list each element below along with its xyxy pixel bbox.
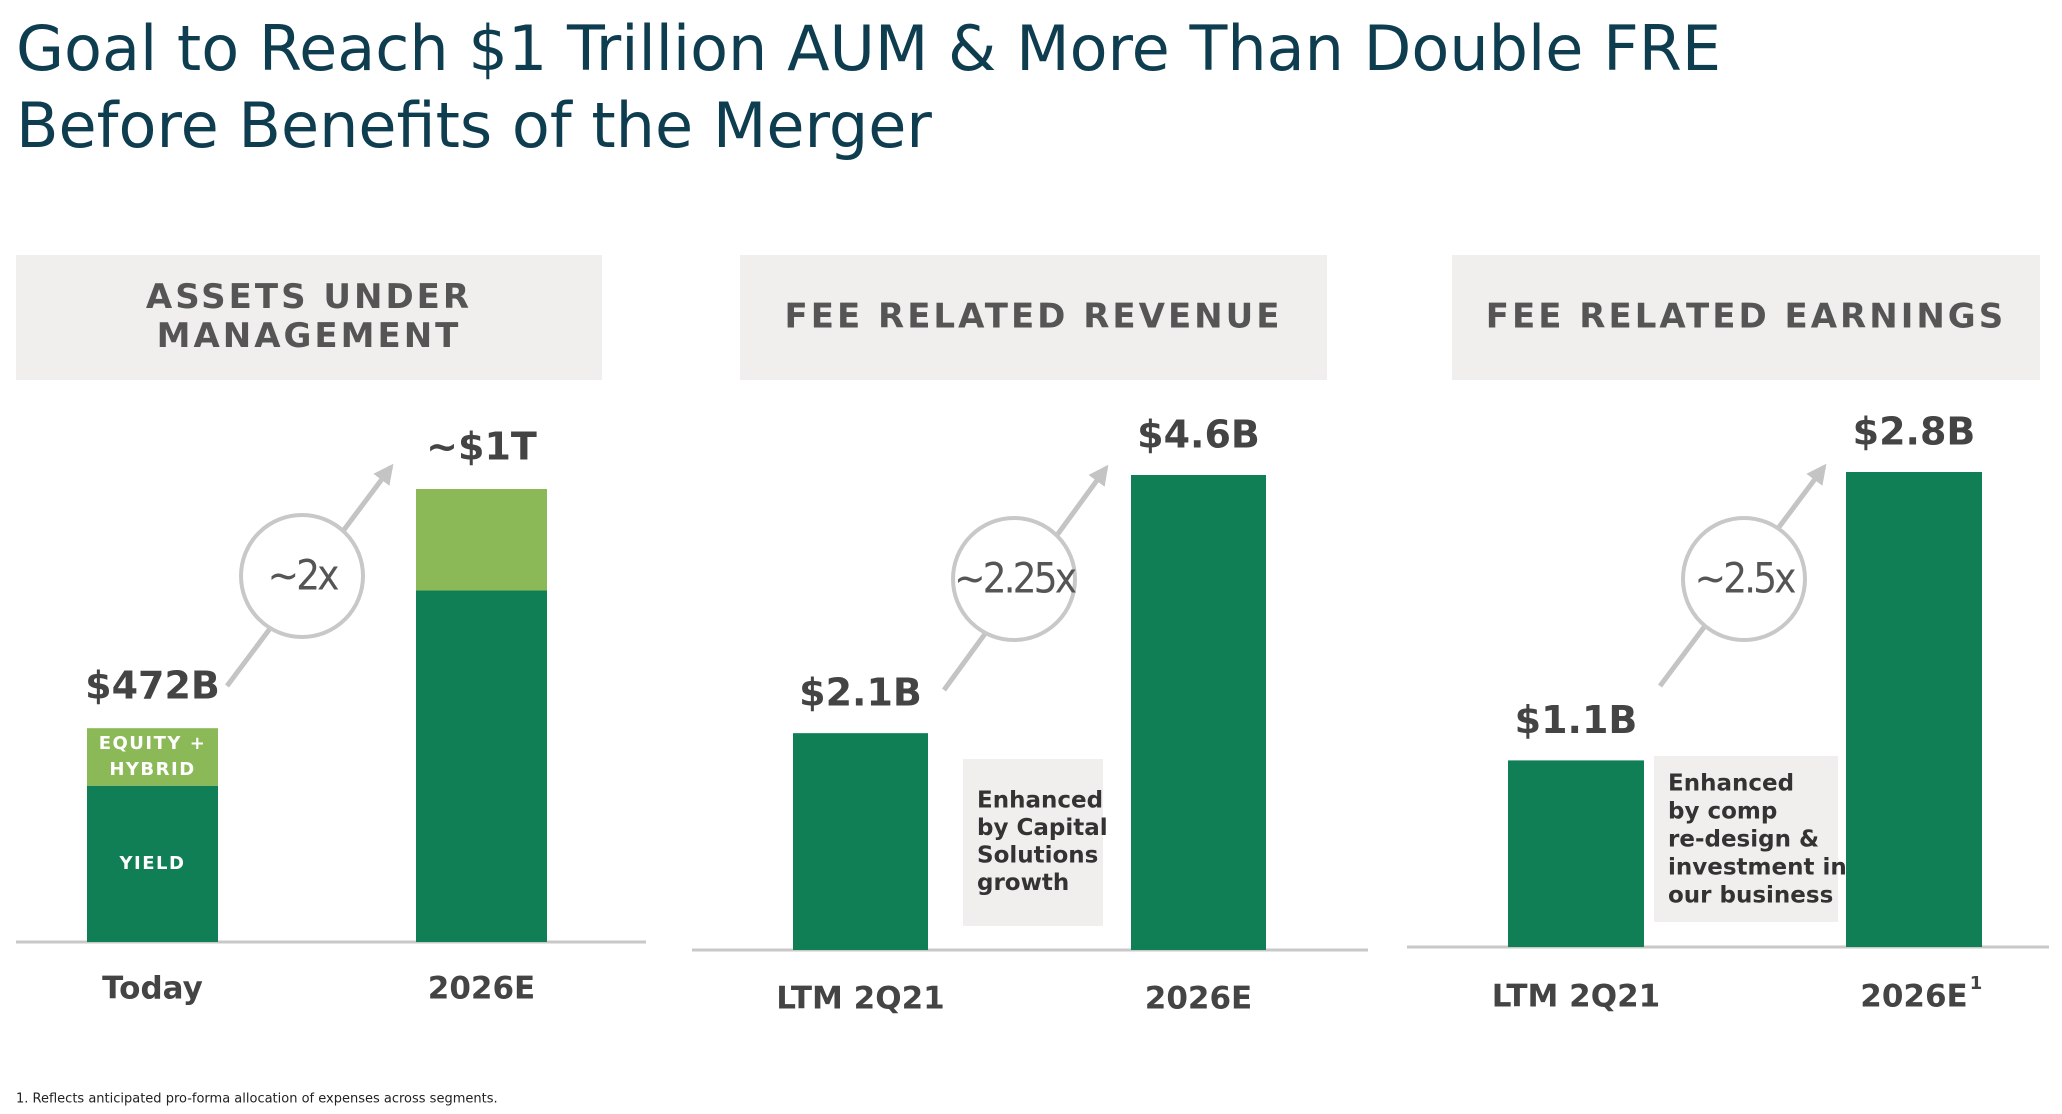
note-text: re-design & [1668,827,1819,853]
multiplier-circle [1681,516,1807,642]
panel-header [740,255,1327,380]
multiplier: ~2x [267,551,339,600]
panel-title: ASSETS UNDER [146,277,472,317]
panel-title: FEE RELATED EARNINGS [1486,297,2006,337]
note-text: by comp [1668,799,1777,825]
value-label: $4.6B [1137,413,1260,457]
note-text: investment in [1668,855,1847,881]
slide-title: Goal to Reach $1 Trillion AUM & More Tha… [16,12,1721,85]
total-label: $472B [85,664,220,708]
footnote-mark: 1 [1970,973,1983,994]
category-label: LTM 2Q21 [776,981,944,1017]
category-label: 2026E [428,971,535,1007]
note-text: Enhanced [1668,771,1794,797]
panel-title: MANAGEMENT [157,316,462,356]
note-box [1654,756,1838,922]
slide-title: Before Benefits of the Merger [16,89,932,162]
note-box [963,759,1103,926]
category-label: LTM 2Q21 [1492,979,1660,1015]
bar [1508,760,1644,947]
note-text: by Capital [977,815,1108,841]
bar-segment [416,590,547,942]
multiplier: ~2.25x [954,554,1077,603]
bar-segment [87,728,218,786]
multiplier-circle [951,516,1077,642]
bar [793,733,928,950]
category-label: Today [102,971,203,1007]
value-label: $2.1B [799,671,922,715]
panel-title: FEE RELATED REVENUE [785,297,1283,337]
bar-segment [416,489,547,591]
value-label: $1.1B [1515,698,1638,742]
multiplier-circle [239,513,365,639]
bar [1846,472,1982,947]
note-text: our business [1668,883,1833,909]
category-label: 2026E [1145,981,1252,1017]
note-text: Enhanced [977,788,1103,814]
value-label: $2.8B [1853,410,1976,454]
total-label: ~$1T [426,425,537,469]
segment-label-box: EQUITY + HYBRID [98,732,207,780]
bar [1131,475,1266,950]
segment-label-box: YIELD [119,852,186,874]
category-label: 2026E [1860,979,1967,1015]
footnote: 1. Reflects anticipated pro-forma alloca… [16,1092,498,1107]
panel-header [16,255,602,380]
segment-label: EQUITY + HYBRID [98,732,207,780]
bar-segment [87,785,218,942]
panel-header [1452,255,2040,380]
note-text: growth [977,870,1069,896]
multiplier: ~2.5x [1694,554,1796,603]
note-text: Solutions [977,843,1098,869]
segment-label: YIELD [119,852,186,874]
